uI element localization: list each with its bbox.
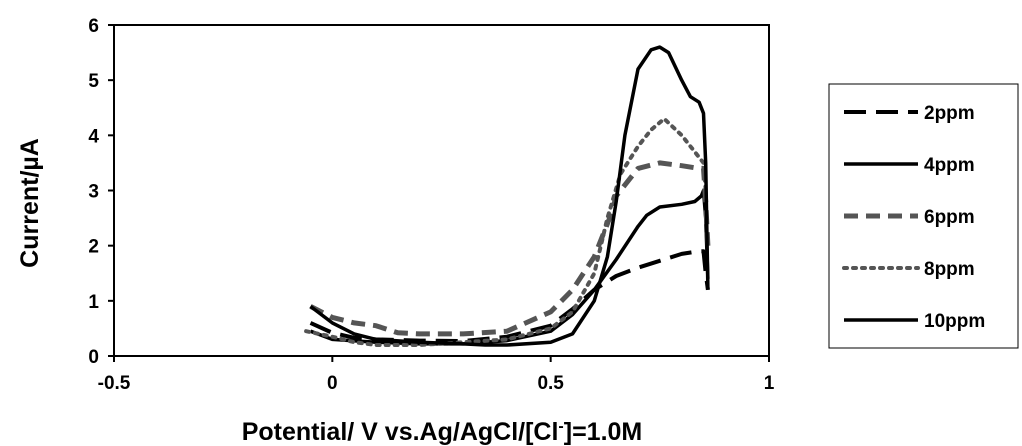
- legend-label-8ppm: 8ppm: [924, 259, 975, 280]
- series-line-2ppm: [309, 249, 710, 344]
- x-tick-label: 0.5: [537, 373, 564, 394]
- series-layer: [304, 45, 711, 347]
- y-tick-label: 3: [88, 182, 99, 203]
- y-tick-label: 0: [88, 347, 99, 368]
- x-tick-label: 0: [327, 373, 338, 394]
- y-tick-label: 5: [88, 71, 99, 92]
- legend: 2ppm 4ppm 6ppm 8ppm 10ppm: [828, 83, 1019, 349]
- axis-ticks: -0.5 0 0.5 1 0 1 2 3 4 5 6: [88, 16, 774, 394]
- series-line-6ppm: [309, 160, 711, 337]
- y-tick-label: 6: [88, 16, 99, 37]
- y-tick-label: 1: [88, 292, 99, 313]
- legend-label-6ppm: 6ppm: [924, 207, 975, 228]
- x-tick-label: 1: [764, 373, 775, 394]
- legend-label-10ppm: 10ppm: [924, 311, 985, 332]
- legend-items: 2ppm 4ppm 6ppm 8ppm 10ppm: [842, 103, 985, 332]
- x-tick-label: -0.5: [98, 373, 131, 394]
- y-tick-label: 4: [88, 126, 99, 147]
- series-line-4ppm: [309, 188, 710, 346]
- legend-label-2ppm: 2ppm: [924, 103, 975, 124]
- legend-box: [828, 83, 1019, 349]
- series-line-10ppm: [309, 45, 710, 347]
- series-line-8ppm: [304, 116, 708, 347]
- legend-label-4ppm: 4ppm: [924, 155, 975, 176]
- y-tick-label: 2: [88, 237, 99, 258]
- y-axis-title: Current/µA: [16, 138, 44, 268]
- x-axis-title: Potential/ V vs.Ag/AgCl/[Cl-]=1.0M: [242, 418, 643, 446]
- plot-area: [113, 24, 770, 357]
